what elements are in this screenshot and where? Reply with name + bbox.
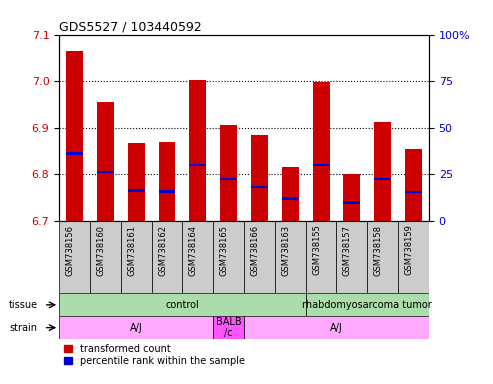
Bar (66, 152, 83, 155)
Text: GSM738155: GSM738155 (312, 225, 321, 275)
Bar (189, 164, 206, 166)
Text: GSM738162: GSM738162 (158, 225, 167, 276)
Bar (189, 80, 206, 221)
Bar (59, 221, 90, 293)
Text: GDS5527 / 103440592: GDS5527 / 103440592 (59, 20, 202, 33)
Text: GSM738166: GSM738166 (250, 225, 259, 276)
Bar (398, 221, 429, 293)
Bar (275, 221, 306, 293)
Bar (220, 126, 237, 221)
Bar (282, 167, 299, 221)
Bar (405, 191, 422, 194)
Bar (344, 201, 360, 204)
Bar (374, 122, 391, 221)
Text: A/J: A/J (130, 323, 142, 333)
Bar (367, 221, 398, 293)
Text: GSM738158: GSM738158 (374, 225, 383, 276)
Bar (282, 197, 299, 200)
Bar (59, 316, 213, 339)
Bar (152, 221, 182, 293)
Bar (336, 221, 367, 293)
Bar (121, 221, 152, 293)
Bar (344, 174, 360, 221)
Text: BALB
/c: BALB /c (216, 317, 242, 338)
Bar (374, 178, 391, 180)
Bar (251, 185, 268, 189)
Bar (244, 316, 429, 339)
Bar (306, 221, 336, 293)
Bar (59, 293, 306, 316)
Text: GSM738161: GSM738161 (127, 225, 136, 276)
Text: GSM738157: GSM738157 (343, 225, 352, 276)
Text: GSM738163: GSM738163 (281, 225, 290, 276)
Bar (313, 164, 329, 166)
Bar (220, 178, 237, 180)
Text: GSM738156: GSM738156 (66, 225, 74, 276)
Bar (97, 170, 114, 174)
Bar (90, 221, 121, 293)
Text: GSM738165: GSM738165 (219, 225, 229, 276)
Bar (244, 221, 275, 293)
Text: rhabdomyosarcoma tumor: rhabdomyosarcoma tumor (302, 300, 432, 310)
Bar (128, 189, 144, 192)
Text: GSM738164: GSM738164 (189, 225, 198, 276)
Bar (405, 149, 422, 221)
Text: strain: strain (9, 323, 37, 333)
Legend: transformed count, percentile rank within the sample: transformed count, percentile rank withi… (64, 344, 245, 366)
Bar (159, 142, 176, 221)
Bar (306, 293, 429, 316)
Bar (251, 135, 268, 221)
Bar (128, 143, 144, 221)
Bar (313, 82, 329, 221)
Bar (213, 221, 244, 293)
Bar (213, 316, 244, 339)
Bar (97, 102, 114, 221)
Text: GSM738159: GSM738159 (404, 225, 414, 275)
Text: GSM738160: GSM738160 (96, 225, 106, 276)
Bar (66, 51, 83, 221)
Bar (182, 221, 213, 293)
Text: control: control (166, 300, 199, 310)
Text: A/J: A/J (330, 323, 343, 333)
Bar (159, 190, 176, 193)
Text: tissue: tissue (8, 300, 37, 310)
